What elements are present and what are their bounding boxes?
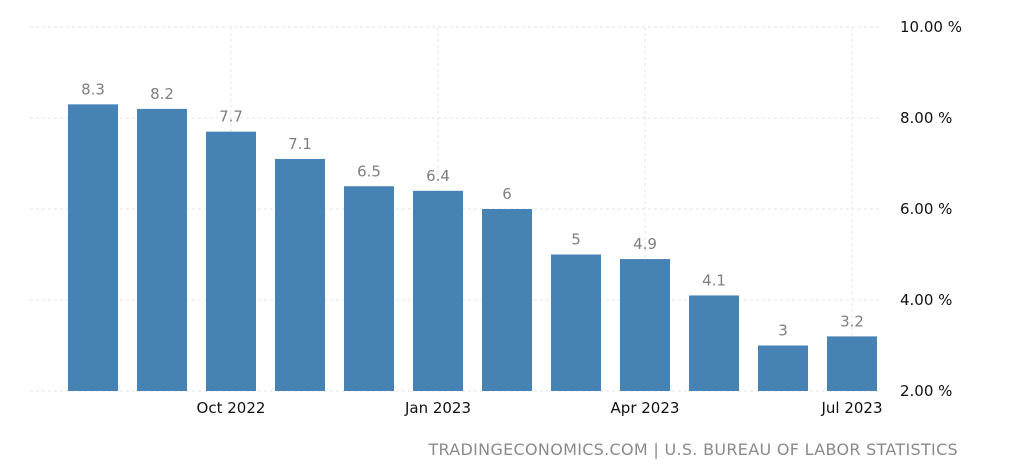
data-label: 3: [778, 322, 788, 340]
bar: [758, 345, 808, 391]
bar: [206, 131, 256, 391]
bar: [620, 259, 670, 391]
bar: [68, 104, 118, 391]
y-tick-label: 2.00 %: [900, 382, 952, 400]
x-tick-label: Apr 2023: [611, 399, 680, 417]
data-label: 6.4: [426, 167, 450, 185]
y-tick-label: 6.00 %: [900, 200, 952, 218]
source-credit: TRADINGECONOMICS.COM | U.S. BUREAU OF LA…: [428, 440, 958, 459]
data-label: 7.7: [219, 108, 243, 126]
y-tick-label: 4.00 %: [900, 291, 952, 309]
data-label: 4.9: [633, 235, 657, 253]
data-label: 5: [571, 231, 581, 249]
data-label: 6: [502, 185, 512, 203]
bar: [137, 108, 187, 392]
data-label: 7.1: [288, 135, 312, 153]
x-tick-label: Jan 2023: [404, 399, 471, 417]
x-tick-label: Oct 2022: [197, 399, 266, 417]
data-label: 3.2: [840, 312, 864, 330]
data-label: 8.3: [81, 80, 105, 98]
bar: [344, 186, 394, 391]
data-label: 6.5: [357, 162, 381, 180]
bar: [551, 254, 601, 391]
bar: [275, 158, 325, 391]
data-label: 8.2: [150, 85, 174, 103]
bar: [482, 209, 532, 391]
y-tick-label: 8.00 %: [900, 109, 952, 127]
y-tick-label: 10.00 %: [900, 18, 962, 36]
bar: [413, 190, 463, 391]
x-tick-label: Jul 2023: [820, 399, 882, 417]
bar: [827, 336, 877, 391]
bar: [689, 295, 739, 391]
data-label: 4.1: [702, 271, 726, 289]
